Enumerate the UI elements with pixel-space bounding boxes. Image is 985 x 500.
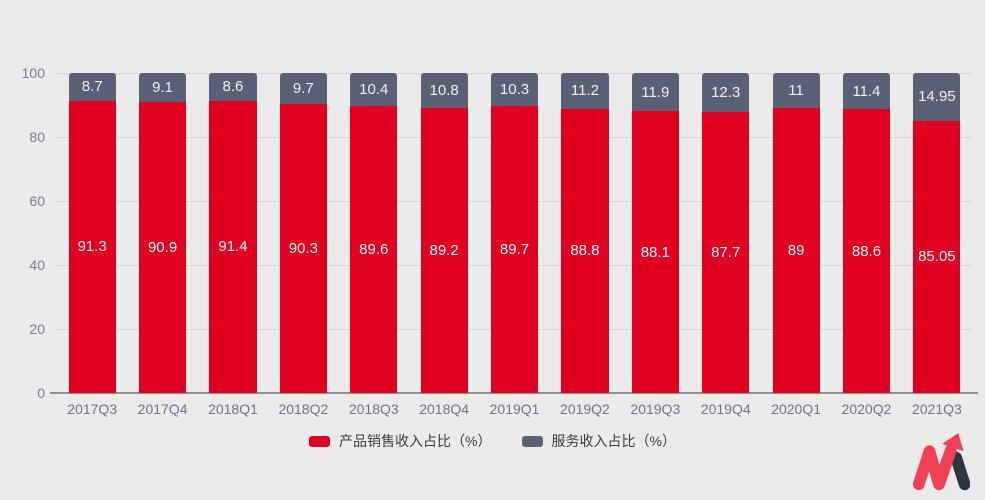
bar-group-2017Q3: 8.7 91.3 2017Q3 xyxy=(57,73,127,417)
product-value-label: 90.3 xyxy=(288,240,318,257)
bar-group-2018Q3: 10.4 89.6 2018Q3 xyxy=(339,73,409,417)
x-axis-label: 2019Q3 xyxy=(630,401,681,417)
service-value-label: 9.7 xyxy=(292,80,314,98)
product-value-label: 88.1 xyxy=(640,243,670,261)
m-arrow-logo xyxy=(912,433,970,491)
service-bar-segment[interactable]: 11.9 xyxy=(631,73,679,112)
service-value-label: 10.4 xyxy=(359,81,389,99)
service-value-label: 12.3 xyxy=(711,84,741,102)
x-axis-label: 2018Q2 xyxy=(278,401,329,417)
product-bar-segment[interactable]: 89.7 xyxy=(490,105,539,393)
legend-label-product: 产品销售收入占比（%） xyxy=(339,433,492,449)
service-value-label: 11.4 xyxy=(852,82,881,100)
x-axis-label: 2019Q4 xyxy=(700,401,751,417)
x-axis-label: 2019Q2 xyxy=(560,401,610,417)
x-axis-label: 2020Q1 xyxy=(771,401,822,417)
bar-group-2017Q4: 9.1 90.9 2017Q4 xyxy=(127,73,197,417)
service-value-label: 10.8 xyxy=(429,81,459,99)
service-bar-segment[interactable]: 10.4 xyxy=(350,73,398,107)
service-bar-segment[interactable]: 12.3 xyxy=(702,73,750,113)
service-value-label: 11.2 xyxy=(570,82,599,100)
legend-label-service: 服务收入占比（%） xyxy=(551,433,676,449)
product-bar-segment[interactable]: 90.9 xyxy=(139,102,187,393)
service-bar-segment[interactable]: 8.6 xyxy=(209,73,257,101)
product-bar-segment[interactable]: 88.6 xyxy=(842,109,891,393)
product-bar-segment[interactable]: 85.05 xyxy=(913,120,961,393)
legend-item-product[interactable]: 产品销售收入占比（%） xyxy=(309,431,492,451)
plot-area: 0 20 40 60 80 100 8.7 91.3 2017Q3 9.1 90.9 2017Q4 8.… xyxy=(22,65,978,417)
product-bar-segment[interactable]: 91.4 xyxy=(209,100,257,393)
x-axis-label: 2018Q4 xyxy=(419,401,470,417)
service-bar-segment[interactable]: 8.7 xyxy=(68,73,116,101)
y-axis-tick-label: 0 xyxy=(37,385,45,401)
product-value-label: 89.6 xyxy=(359,241,389,259)
service-bar-segment[interactable]: 9.7 xyxy=(279,73,327,105)
product-bar-segment[interactable]: 87.7 xyxy=(702,112,750,393)
product-bar-segment[interactable]: 88.1 xyxy=(631,111,679,393)
service-value-label: 8.6 xyxy=(222,78,244,96)
product-value-label: 90.9 xyxy=(147,239,178,257)
y-axis-tick-label: 20 xyxy=(29,321,45,337)
product-bar-segment[interactable]: 89.6 xyxy=(350,106,398,393)
product-value-label: 85.05 xyxy=(918,248,956,266)
product-bar-segment[interactable]: 90.3 xyxy=(279,104,327,393)
service-value-label: 11.9 xyxy=(641,83,670,101)
service-bar-segment[interactable]: 11 xyxy=(772,73,820,109)
service-bar-segment[interactable]: 10.8 xyxy=(420,73,468,108)
product-value-label: 91.3 xyxy=(77,238,107,256)
bar-group-2018Q4: 10.8 89.2 2018Q4 xyxy=(409,73,479,417)
bar-group-2020Q1: 11 89 2020Q1 xyxy=(761,73,831,417)
service-value-label: 10.3 xyxy=(499,80,530,98)
service-bar-segment[interactable]: 14.95 xyxy=(913,73,961,121)
product-value-label: 88.8 xyxy=(570,242,600,260)
bar-group-2021Q3: 14.95 85.05 2021Q3 xyxy=(902,73,972,417)
bar-group-2019Q3: 11.9 88.1 2019Q3 xyxy=(620,73,690,417)
bars-container: 8.7 91.3 2017Q3 9.1 90.9 2017Q4 8.6 91.4 2018Q1 9… xyxy=(57,73,972,417)
y-axis-tick-label: 100 xyxy=(21,65,45,81)
bar-group-2019Q4: 12.3 87.7 2019Q4 xyxy=(691,73,761,417)
service-value-label: 14.95 xyxy=(918,88,956,106)
product-value-label: 91.4 xyxy=(218,238,248,256)
bar-group-2020Q2: 11.4 88.6 2020Q2 xyxy=(831,73,901,417)
legend-item-service[interactable]: 服务收入占比（%） xyxy=(521,431,676,451)
product-value-label: 87.7 xyxy=(711,244,741,262)
x-axis-line xyxy=(50,392,978,394)
service-value-label: 8.7 xyxy=(81,78,103,96)
product-value-label: 89 xyxy=(787,242,805,260)
y-axis-tick-label: 40 xyxy=(29,257,45,273)
service-bar-segment[interactable]: 11.4 xyxy=(842,73,891,110)
product-value-label: 89.7 xyxy=(499,240,530,258)
service-value-label: 9.1 xyxy=(152,79,173,97)
x-axis-label: 2021Q3 xyxy=(911,401,962,417)
x-axis-label: 2017Q4 xyxy=(137,401,188,417)
x-axis-label: 2020Q2 xyxy=(841,401,892,417)
legend-swatch-product xyxy=(309,435,331,447)
x-axis-label: 2018Q1 xyxy=(208,401,258,417)
y-axis-tick-label: 60 xyxy=(29,193,45,209)
bar-group-2019Q1: 10.3 89.7 2019Q1 xyxy=(479,73,549,417)
x-axis-label: 2019Q1 xyxy=(489,401,540,417)
service-bar-segment[interactable]: 11.2 xyxy=(561,73,609,109)
product-value-label: 89.2 xyxy=(429,241,459,259)
x-axis-label: 2018Q3 xyxy=(348,401,399,417)
product-bar-segment[interactable]: 88.8 xyxy=(561,108,609,393)
x-axis-label: 2017Q3 xyxy=(67,401,118,417)
service-value-label: 11 xyxy=(788,82,804,100)
legend-swatch-service xyxy=(521,435,543,447)
product-value-label: 88.6 xyxy=(851,242,882,260)
bar-group-2018Q1: 8.6 91.4 2018Q1 xyxy=(198,73,268,417)
bar-group-2018Q2: 9.7 90.3 2018Q2 xyxy=(268,73,338,417)
service-bar-segment[interactable]: 10.3 xyxy=(490,73,539,106)
y-axis-tick-label: 80 xyxy=(29,129,45,145)
product-bar-segment[interactable]: 89.2 xyxy=(420,107,468,393)
bar-group-2019Q2: 11.2 88.8 2019Q2 xyxy=(550,73,620,417)
service-bar-segment[interactable]: 9.1 xyxy=(139,73,187,103)
product-bar-segment[interactable]: 91.3 xyxy=(68,100,116,393)
product-bar-segment[interactable]: 89 xyxy=(772,108,820,393)
legend: 产品销售收入占比（%） 服务收入占比（%） xyxy=(0,431,985,451)
